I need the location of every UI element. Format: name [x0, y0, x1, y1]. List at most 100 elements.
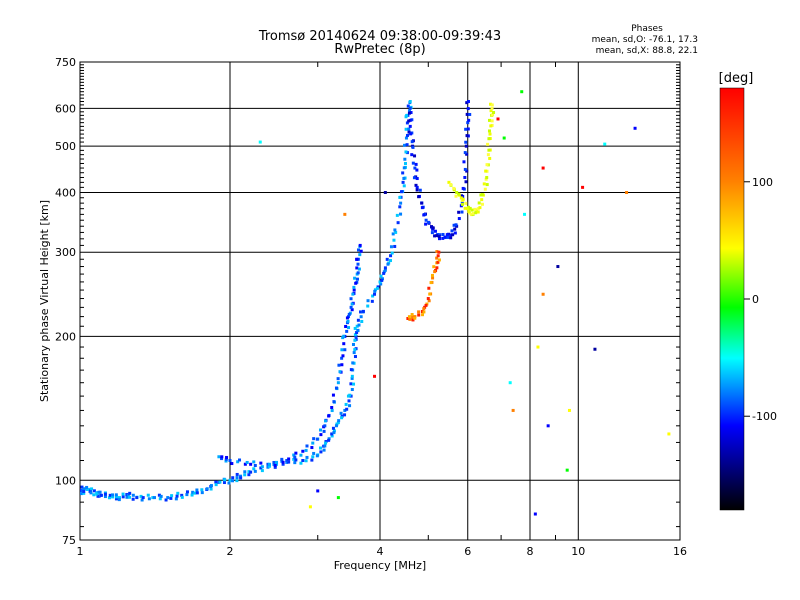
- data-point: [85, 485, 89, 489]
- data-point: [487, 137, 491, 141]
- chart-title: Tromsø 20140624 09:38:00-09:39:43: [258, 29, 501, 44]
- data-point: [404, 127, 408, 131]
- data-point: [483, 187, 487, 191]
- data-point: [370, 299, 374, 303]
- phases-x-line: mean, sd,X: 88.8, 22.1: [596, 46, 698, 56]
- data-point: [343, 413, 347, 417]
- data-point: [489, 109, 493, 113]
- data-point: [625, 190, 629, 194]
- data-point: [411, 145, 415, 149]
- data-point: [389, 254, 393, 258]
- data-point: [401, 180, 405, 184]
- data-point: [408, 118, 412, 122]
- data-point: [239, 476, 243, 480]
- data-point: [347, 399, 351, 403]
- data-point: [467, 118, 471, 122]
- colorbar-label: [deg]: [719, 71, 754, 86]
- data-point: [299, 461, 303, 465]
- data-point: [399, 190, 403, 194]
- data-point: [80, 492, 84, 496]
- data-point: [536, 345, 540, 349]
- data-point: [322, 429, 326, 433]
- data-point: [408, 124, 412, 128]
- data-point: [417, 195, 421, 199]
- data-point: [480, 202, 484, 206]
- data-point: [266, 465, 270, 469]
- data-point: [373, 289, 377, 293]
- data-point: [170, 494, 174, 498]
- data-point: [82, 490, 86, 494]
- data-point: [567, 408, 571, 412]
- data-point: [356, 271, 360, 275]
- y-tick-label: 300: [55, 246, 76, 259]
- data-point: [380, 278, 384, 282]
- data-point: [424, 218, 428, 222]
- data-point: [454, 223, 458, 227]
- data-point: [147, 497, 151, 501]
- data-point: [231, 476, 235, 480]
- data-point: [541, 292, 545, 296]
- data-point: [180, 495, 184, 499]
- data-point: [349, 297, 353, 301]
- data-point: [287, 457, 291, 461]
- data-point: [92, 489, 96, 493]
- data-point: [422, 307, 426, 311]
- data-point: [403, 157, 407, 161]
- data-point: [471, 211, 475, 215]
- data-point: [350, 374, 354, 378]
- x-tick-label: 2: [227, 545, 234, 558]
- data-point: [420, 206, 424, 210]
- data-point: [667, 432, 671, 436]
- data-point: [331, 426, 335, 430]
- data-point: [259, 466, 263, 470]
- data-point: [394, 230, 398, 234]
- data-point: [347, 312, 351, 316]
- data-point: [465, 152, 469, 156]
- data-point: [402, 176, 406, 180]
- data-point: [235, 479, 239, 483]
- data-point: [351, 292, 355, 296]
- data-point: [452, 186, 456, 190]
- chart-subtitle: RwPretec (8p): [334, 42, 425, 57]
- data-point: [224, 457, 228, 461]
- data-point: [176, 491, 180, 495]
- data-point: [464, 140, 468, 144]
- data-point: [131, 497, 135, 501]
- x-tick-label: 8: [527, 545, 534, 558]
- data-point: [410, 140, 414, 144]
- data-point: [275, 460, 279, 464]
- data-point: [404, 150, 408, 154]
- data-point: [352, 351, 356, 355]
- data-point: [428, 292, 432, 296]
- data-point: [484, 169, 488, 173]
- data-point: [128, 495, 132, 499]
- data-point: [371, 294, 375, 298]
- data-point: [267, 462, 271, 466]
- data-point: [357, 323, 361, 327]
- data-point: [319, 433, 323, 437]
- data-point: [408, 106, 412, 110]
- data-point: [393, 228, 397, 232]
- data-point: [126, 493, 130, 497]
- data-point: [343, 212, 347, 216]
- data-point: [449, 233, 453, 237]
- data-point: [466, 100, 470, 104]
- data-point: [460, 194, 464, 198]
- data-point: [379, 274, 383, 278]
- phases-heading: Phases: [631, 24, 663, 34]
- data-point: [180, 493, 184, 497]
- data-point: [350, 308, 354, 312]
- data-point: [427, 220, 431, 224]
- data-point: [340, 348, 344, 352]
- data-point: [266, 462, 270, 466]
- data-point: [414, 183, 418, 187]
- data-point: [404, 136, 408, 140]
- data-point: [407, 111, 411, 115]
- data-point: [417, 313, 421, 317]
- data-point: [491, 113, 495, 117]
- data-point: [375, 286, 379, 290]
- data-point: [344, 324, 348, 328]
- data-point: [459, 196, 463, 200]
- data-point: [373, 288, 377, 292]
- data-point: [285, 458, 289, 462]
